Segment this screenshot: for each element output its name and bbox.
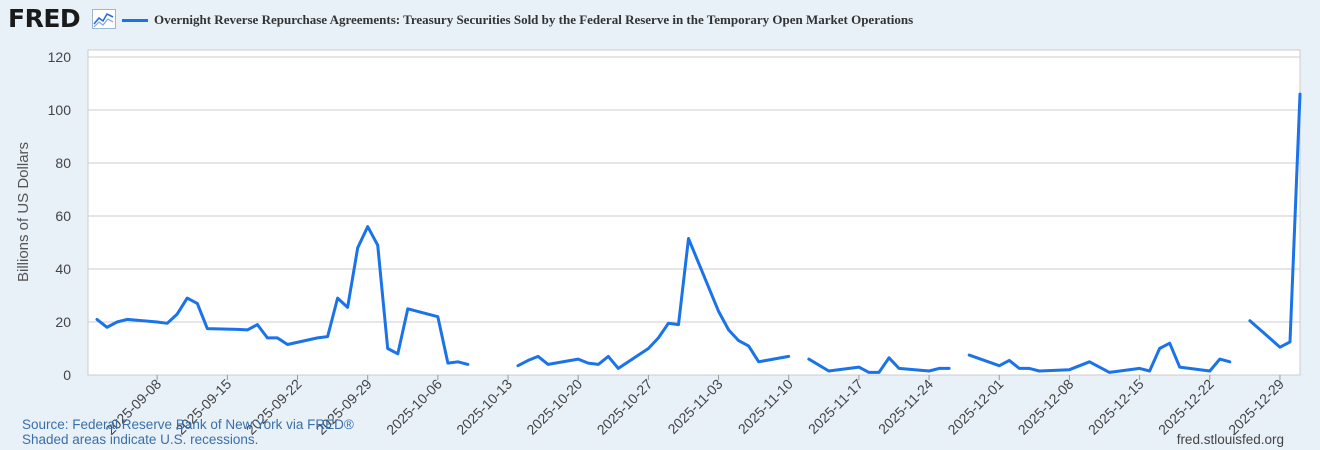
y-tick-label: 120 [48, 49, 72, 65]
series-line-segment-4[interactable] [967, 341, 1232, 374]
gridlines [88, 56, 1300, 323]
legend-swatch [122, 19, 148, 22]
source-text[interactable]: Source: Federal Reserve Bank of New York… [22, 417, 354, 432]
series-line-segment-2[interactable] [516, 237, 791, 370]
plot-area [87, 49, 1301, 376]
y-axis-label: Billions of US Dollars [15, 142, 32, 282]
y-axis: 0 20 40 60 80 100 120 [48, 49, 72, 383]
y-tick-label: 20 [55, 314, 71, 330]
fred-line-graph-icon [92, 9, 116, 29]
x-tick-label: 2025-10-20 [523, 376, 585, 438]
x-tick-label: 2025-12-22 [1155, 376, 1217, 438]
x-tick-label: 2025-10-27 [594, 376, 656, 438]
x-tick-label: 2025-11-03 [664, 376, 725, 437]
x-tick-label: 2025-11-17 [805, 376, 866, 437]
footer-source: Source: Federal Reserve Bank of New York… [22, 417, 354, 447]
x-tick-label: 2025-12-08 [1015, 376, 1077, 438]
x-tick-label: 2025-10-06 [383, 376, 445, 438]
site-link[interactable]: fred.stlouisfed.org [1176, 432, 1284, 447]
fred-logo[interactable]: FRED [8, 4, 81, 33]
x-tick-label: 2025-12-01 [944, 376, 1006, 438]
x-tick-label: 2025-12-15 [1085, 376, 1147, 438]
x-tick-label: 2025-11-24 [875, 376, 936, 437]
x-tick-label: 2025-10-13 [453, 376, 515, 438]
series-lines [95, 92, 1302, 374]
y-tick-label: 0 [63, 367, 71, 383]
series-line-segment-1[interactable] [95, 225, 470, 366]
recession-note: Shaded areas indicate U.S. recessions. [22, 432, 259, 447]
y-tick-label: 100 [48, 102, 72, 118]
series-line-segment-5[interactable] [1248, 92, 1302, 349]
chart-title: Overnight Reverse Repurchase Agreements:… [154, 12, 914, 27]
chart-header: FRED Overnight Reverse Repurchase Agreem… [0, 0, 1320, 40]
series-line-segment-3[interactable] [807, 356, 951, 374]
x-tick-label: 2025-12-29 [1225, 376, 1287, 438]
y-tick-label: 80 [55, 155, 71, 171]
y-tick-label: 40 [55, 261, 71, 277]
y-tick-label: 60 [55, 208, 71, 224]
x-tick-label: 2025-11-10 [735, 376, 796, 437]
